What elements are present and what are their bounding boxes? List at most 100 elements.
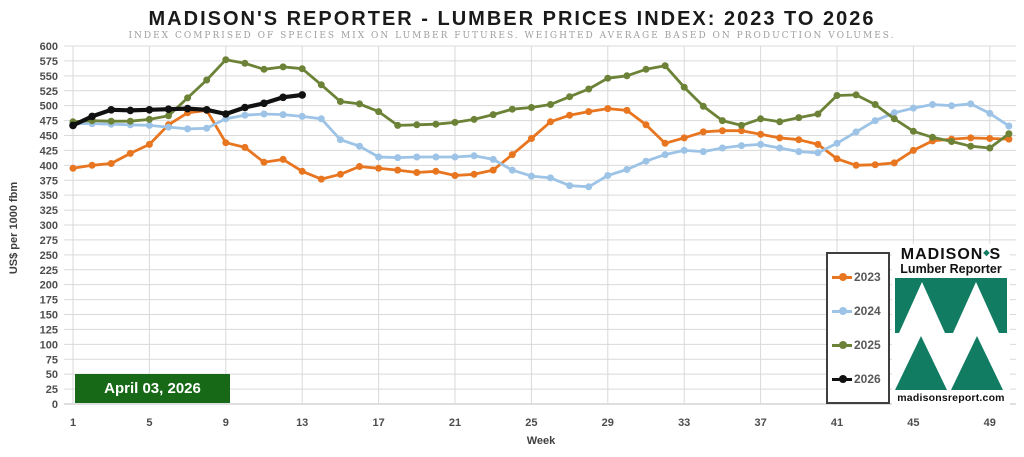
series-2023-point xyxy=(909,146,917,154)
legend-label-2025: 2025 xyxy=(854,338,881,352)
series-2024-point xyxy=(604,172,612,179)
series-2025-point xyxy=(718,117,726,125)
x-tick-label: 21 xyxy=(449,417,461,429)
series-2026-point xyxy=(88,112,96,121)
legend-label-2026: 2026 xyxy=(854,372,881,386)
series-2024-point xyxy=(432,153,440,161)
series-2024-point xyxy=(527,172,535,180)
series-2023-point xyxy=(661,139,669,147)
series-2025-point xyxy=(260,65,268,73)
series-2023-point xyxy=(356,163,363,170)
series-2025-point xyxy=(336,98,344,105)
series-2026-point xyxy=(164,105,173,113)
series-2025-point xyxy=(298,65,306,73)
legend-marker-2026 xyxy=(832,375,852,383)
series-2023-point xyxy=(795,136,803,144)
x-tick-label: 5 xyxy=(146,417,152,429)
series-2025-point xyxy=(852,91,860,99)
series-2024-point xyxy=(642,157,650,165)
series-2025-point xyxy=(317,81,325,89)
y-tick-label: 350 xyxy=(40,190,58,202)
series-2024-point xyxy=(585,183,593,191)
series-2024-point xyxy=(661,151,669,159)
series-2024-point xyxy=(566,182,574,190)
x-tick-label: 45 xyxy=(907,417,919,429)
series-2023-point xyxy=(814,140,822,148)
x-tick-label: 41 xyxy=(831,417,843,429)
series-2023-point xyxy=(738,127,745,135)
series-2024-point xyxy=(757,140,765,148)
series-2024-point xyxy=(203,124,211,132)
y-tick-label: 200 xyxy=(40,280,58,292)
series-2025-point xyxy=(222,56,230,64)
series-2024-point xyxy=(852,128,860,136)
series-2026-point xyxy=(260,99,268,108)
series-2024-point xyxy=(260,110,268,118)
series-2024-point xyxy=(929,101,936,108)
legend-marker-2023 xyxy=(832,273,852,281)
series-2023-point xyxy=(833,155,841,163)
series-2024-point xyxy=(470,152,478,160)
series-2025-point xyxy=(929,133,936,141)
legend-label-2024: 2024 xyxy=(854,304,881,318)
series-2025-point xyxy=(451,118,459,126)
series-2023-point xyxy=(394,166,402,174)
series-2025-point xyxy=(356,100,363,108)
data-series xyxy=(69,56,1013,191)
x-tick-label: 33 xyxy=(678,417,690,429)
series-2026-point xyxy=(126,106,135,115)
series-2026-point xyxy=(241,103,249,112)
series-2024-point xyxy=(623,166,631,173)
legend-marker-2025 xyxy=(832,341,852,349)
diamond-icon: ◆ xyxy=(983,248,990,257)
series-2025-point xyxy=(527,104,535,111)
series-2023-point xyxy=(642,121,650,129)
brand-tagline: Lumber Reporter xyxy=(900,262,1002,276)
series-2025-point xyxy=(661,62,669,70)
series-2023-point xyxy=(699,128,707,136)
series-2023-point xyxy=(967,134,975,142)
series-2025-point xyxy=(165,112,172,120)
series-2025-point xyxy=(470,115,478,123)
y-tick-label: 125 xyxy=(40,324,58,336)
series-2023-point xyxy=(145,140,153,148)
series-2023-point xyxy=(757,130,765,138)
series-2025-point xyxy=(184,94,192,102)
series-2024-point xyxy=(165,123,172,131)
legend-item-2025: 2025 xyxy=(832,338,888,352)
series-2024-point xyxy=(718,144,726,152)
series-2024-point xyxy=(317,115,325,123)
series-2025-point xyxy=(508,105,516,113)
series-2023-point xyxy=(470,170,478,178)
series-2024-point xyxy=(680,146,688,154)
series-2025-point xyxy=(394,121,402,129)
series-2023-point xyxy=(527,135,535,142)
series-2025-point xyxy=(909,127,917,135)
series-2025-point xyxy=(432,120,440,128)
series-2025-point xyxy=(107,117,115,125)
series-2024-point xyxy=(699,148,707,156)
series-2023-point xyxy=(241,143,249,151)
y-tick-label: 250 xyxy=(40,250,58,262)
y-tick-label: 25 xyxy=(46,384,58,396)
x-tick-label: 13 xyxy=(296,417,308,429)
y-axis-title: US$ per 1000 fbm xyxy=(8,182,20,275)
series-2025-line xyxy=(71,58,1011,150)
y-tick-label: 475 xyxy=(40,116,58,128)
series-2025-point xyxy=(279,63,287,71)
series-2023-point xyxy=(566,111,574,119)
series-2025-point xyxy=(986,144,994,152)
series-2024-point xyxy=(184,125,192,133)
legend-item-2026: 2026 xyxy=(832,372,888,386)
x-tick-label: 9 xyxy=(223,417,229,429)
series-2023-point xyxy=(279,155,287,163)
series-2023-point xyxy=(508,151,516,159)
x-tick-label: 25 xyxy=(525,417,537,429)
series-2024-point xyxy=(795,148,803,156)
series-2023-point xyxy=(432,167,440,175)
series-2023-point xyxy=(375,164,383,172)
series-2023-point xyxy=(451,172,459,179)
website-link[interactable]: madisonsreport.com xyxy=(897,392,1005,404)
series-2023-point xyxy=(604,105,612,113)
